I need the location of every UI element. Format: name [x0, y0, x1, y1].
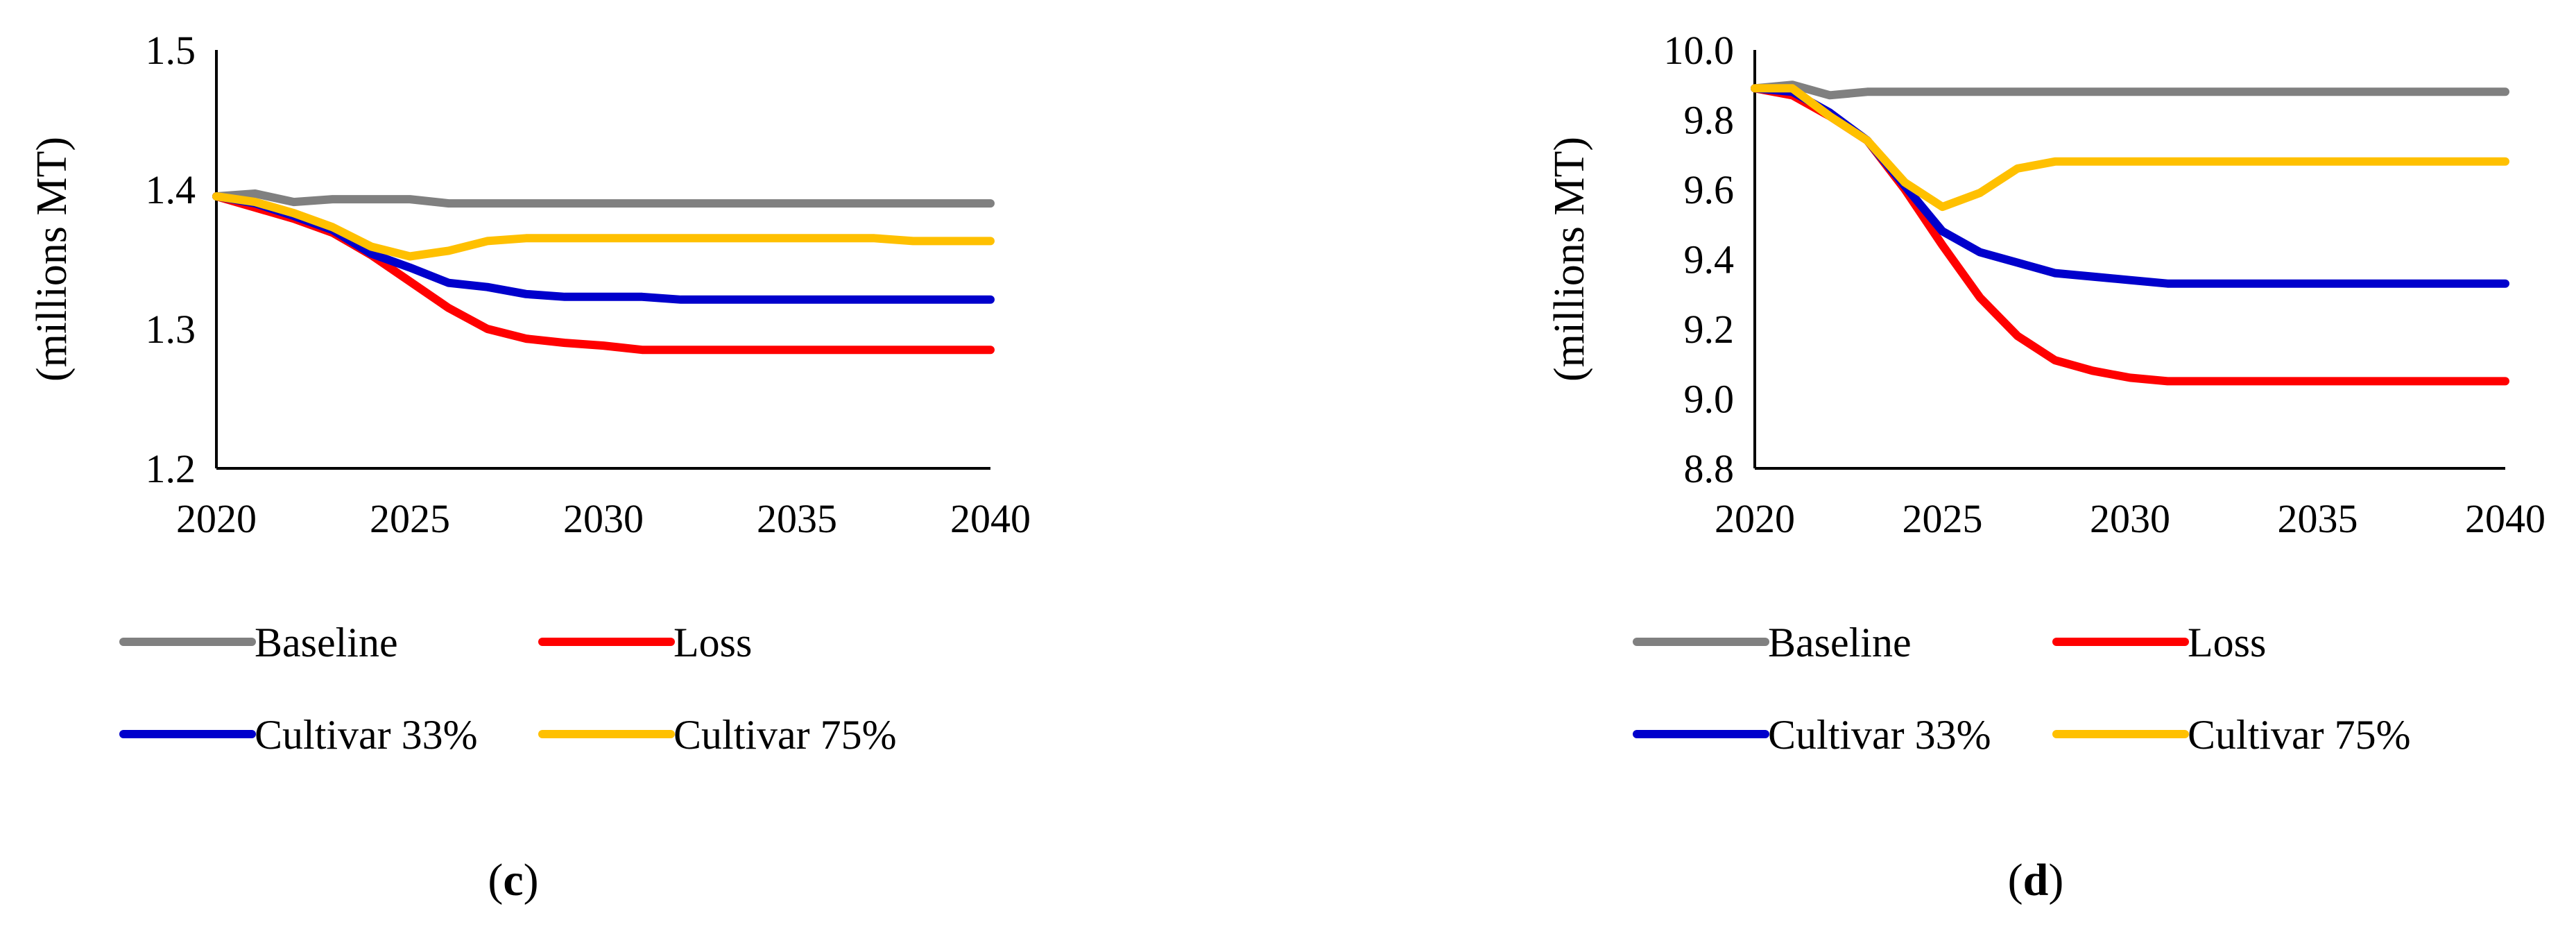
- x-tick-label: 2035: [2278, 496, 2358, 541]
- x-tick-label: 2020: [1715, 496, 1795, 541]
- legend-item: Cultivar 75%: [2052, 712, 2411, 758]
- legend-label: Baseline: [1768, 620, 1912, 665]
- panel-letter: c: [503, 855, 523, 905]
- y-tick-label: 9.8: [1684, 98, 1735, 143]
- y-tick-label: 1.3: [146, 307, 196, 352]
- series-line-cultivar-75: [1751, 84, 2509, 212]
- x-tick-label: 2040: [2465, 496, 2545, 541]
- legend-item: Baseline: [1633, 620, 1912, 665]
- y-tick-label: 1.2: [146, 446, 196, 491]
- legend-label: Loss: [673, 620, 752, 665]
- x-tick-label: 2025: [1903, 496, 1983, 541]
- series-line-loss: [212, 192, 995, 355]
- y-tick-label: 9.0: [1684, 377, 1735, 422]
- legend-item: Loss: [2052, 620, 2266, 665]
- y-tick-label: 1.4: [146, 167, 196, 212]
- x-tick-label: 2025: [370, 496, 450, 541]
- x-tick-label: 2030: [563, 496, 644, 541]
- legend-item: Baseline: [119, 620, 398, 665]
- legend-item: Cultivar 33%: [119, 712, 478, 758]
- panel-letter: d: [2023, 855, 2049, 905]
- series-line-baseline: [212, 189, 995, 208]
- x-tick-label: 2020: [176, 496, 257, 541]
- legend-label: Cultivar 33%: [255, 712, 478, 758]
- legend-label: Cultivar 75%: [2188, 712, 2411, 758]
- panel-caption: (c): [488, 855, 538, 905]
- series-line-cultivar-33: [1751, 84, 2509, 288]
- legend-item: Cultivar 33%: [1633, 712, 1991, 758]
- legend-label: Loss: [2188, 620, 2266, 665]
- y-tick-label: 10.0: [1664, 28, 1735, 73]
- x-tick-label: 2030: [2090, 496, 2170, 541]
- x-tick-label: 2035: [757, 496, 837, 541]
- legend-label: Cultivar 33%: [1768, 712, 1991, 758]
- y-tick-label: 9.6: [1684, 167, 1735, 212]
- y-tick-label: 8.8: [1684, 446, 1735, 491]
- series-line-baseline: [1751, 80, 2509, 100]
- legend-label: Cultivar 75%: [673, 712, 897, 758]
- panel-caption: (d): [2008, 855, 2064, 905]
- chart-panel-d: 8.8 9.0 9.2 9.4 9.6 9.8 10.0 2020 2025 2030 2035 20…: [1546, 28, 2545, 905]
- y-tick-label: 1.5: [146, 28, 196, 73]
- y-tick-label: 9.4: [1684, 237, 1735, 282]
- x-tick-label: 2040: [950, 496, 1031, 541]
- y-axis-title: (millions MT): [28, 137, 76, 382]
- legend-item: Cultivar 75%: [538, 712, 897, 758]
- legend-label: Baseline: [255, 620, 398, 665]
- y-tick-label: 9.2: [1684, 307, 1735, 352]
- series-line-loss: [1751, 84, 2509, 386]
- chart-panel-c: 1.2 1.3 1.4 1.5 2020 2025 2030 2035 2040 (million…: [28, 28, 1031, 905]
- y-axis-title: (millions MT): [1546, 137, 1593, 382]
- legend-item: Loss: [538, 620, 752, 665]
- series-line-cultivar-75: [212, 192, 995, 261]
- series-line-cultivar-33: [212, 192, 995, 304]
